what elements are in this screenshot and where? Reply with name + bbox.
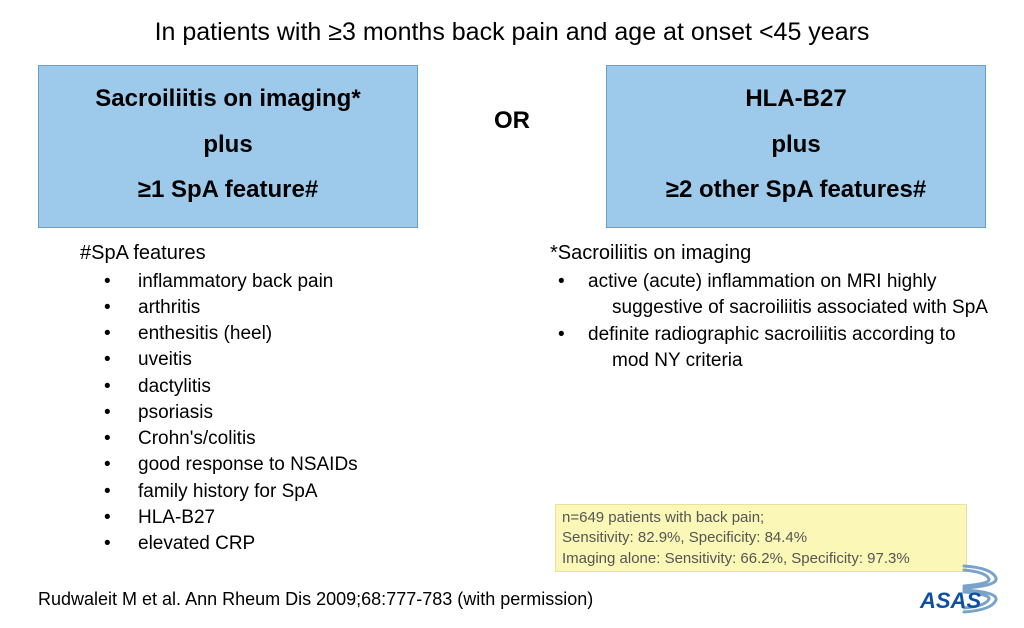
or-label: OR — [418, 65, 606, 135]
list-item: family history for SpA — [128, 479, 492, 505]
left-arm-line1: Sacroiliitis on imaging* — [49, 76, 407, 122]
citation-text: Rudwaleit M et al. Ann Rheum Dis 2009;68… — [38, 589, 593, 610]
list-item: elevated CRP — [128, 531, 492, 557]
right-arm-line2: plus — [617, 122, 975, 168]
spa-features-column: #SpA features inflammatory back painarth… — [32, 242, 492, 557]
list-item: HLA-B27 — [128, 505, 492, 531]
list-item: enthesitis (heel) — [128, 321, 492, 347]
right-arm-line3: ≥2 other SpA features# — [617, 167, 975, 213]
list-item: psoriasis — [128, 400, 492, 426]
spa-features-list: inflammatory back painarthritisenthesiti… — [80, 269, 492, 557]
asas-logo: ASAS — [916, 562, 1016, 616]
spa-features-title: #SpA features — [80, 242, 492, 265]
statistics-box: n=649 patients with back pain; Sensitivi… — [555, 504, 967, 572]
left-arm-line3: ≥1 SpA feature# — [49, 167, 407, 213]
left-arm-line2: plus — [49, 122, 407, 168]
list-item: dactylitis — [128, 374, 492, 400]
sacroiliitis-list: active (acute) inflammation on MRI highl… — [550, 269, 992, 375]
list-item: inflammatory back pain — [128, 269, 492, 295]
slide-title: In patients with ≥3 months back pain and… — [0, 18, 1024, 47]
list-item: Crohn's/colitis — [128, 426, 492, 452]
right-arm-box: HLA-B27 plus ≥2 other SpA features# — [606, 65, 986, 228]
criteria-arms: Sacroiliitis on imaging* plus ≥1 SpA fea… — [0, 65, 1024, 228]
stats-line-3: Imaging alone: Sensitivity: 66.2%, Speci… — [562, 549, 960, 569]
list-item: active (acute) inflammation on MRI highl… — [582, 269, 992, 321]
right-arm-line1: HLA-B27 — [617, 76, 975, 122]
stats-line-1: n=649 patients with back pain; — [562, 508, 960, 528]
list-item: good response to NSAIDs — [128, 452, 492, 478]
sacroiliitis-title: *Sacroiliitis on imaging — [550, 242, 992, 265]
logo-text: ASAS — [919, 588, 981, 613]
stats-line-2: Sensitivity: 82.9%, Specificity: 84.4% — [562, 528, 960, 548]
list-item: definite radiographic sacroiliitis accor… — [582, 322, 992, 374]
list-item: uveitis — [128, 347, 492, 373]
list-item: arthritis — [128, 295, 492, 321]
left-arm-box: Sacroiliitis on imaging* plus ≥1 SpA fea… — [38, 65, 418, 228]
